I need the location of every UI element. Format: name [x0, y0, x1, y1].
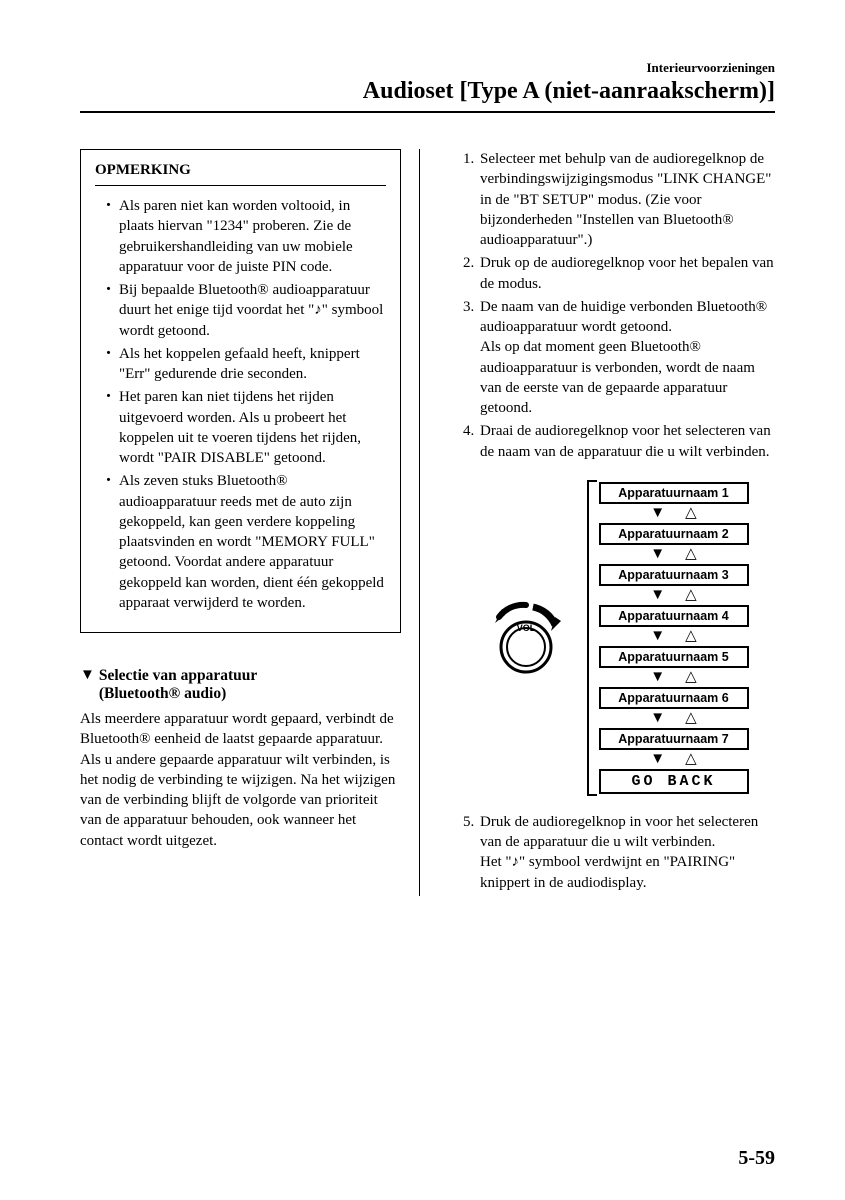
device-names-list: Apparatuurnaam 1 ▼△ Apparatuurnaam 2 ▼△ … [587, 480, 749, 796]
arrow-row: ▼△ [650, 752, 696, 767]
header-category: Interieurvoorzieningen [80, 60, 775, 76]
vol-label: VOL [516, 623, 535, 633]
subheading-text: Selectie van apparatuur (Bluetooth® audi… [99, 667, 257, 703]
steps-list: Selecteer met behulp van de audioregelkn… [454, 149, 775, 462]
arrow-row: ▼△ [650, 711, 696, 726]
notice-item: Bij bepaalde Bluetooth® audioapparatuur … [107, 280, 386, 341]
device-name-box: Apparatuurnaam 4 [599, 605, 749, 627]
arrow-up-icon: △ [685, 670, 697, 685]
arrow-down-icon: ▼ [650, 752, 665, 767]
notice-item: Als paren niet kan worden voltooid, in p… [107, 196, 386, 277]
arrow-up-icon: △ [685, 752, 697, 767]
section-subheading: ▼ Selectie van apparatuur (Bluetooth® au… [80, 667, 401, 703]
go-back-box: GO BACK [599, 769, 749, 794]
arrow-up-icon: △ [685, 711, 697, 726]
arrow-row: ▼△ [650, 629, 696, 644]
arrow-down-icon: ▼ [650, 547, 665, 562]
notice-item: Het paren kan niet tijdens het rijden ui… [107, 387, 386, 468]
notice-title: OPMERKING [95, 162, 386, 186]
page-number: 5-59 [738, 1147, 775, 1170]
step-item: Druk de audioregelknop in voor het selec… [478, 812, 775, 893]
left-paragraph: Als meerdere apparatuur wordt gepaard, v… [80, 709, 401, 851]
device-diagram: VOL Apparatuurnaam 1 ▼△ Apparatuurnaam 2… [454, 480, 775, 796]
knob-illustration: VOL [481, 593, 571, 683]
device-name-box: Apparatuurnaam 6 [599, 687, 749, 709]
device-name-box: Apparatuurnaam 3 [599, 564, 749, 586]
arrow-row: ▼△ [650, 588, 696, 603]
triangle-bullet-icon: ▼ [80, 667, 95, 684]
content-columns: OPMERKING Als paren niet kan worden volt… [80, 149, 775, 896]
arrow-down-icon: ▼ [650, 588, 665, 603]
header-rule [80, 111, 775, 113]
subheading-line1: Selectie van apparatuur [99, 667, 257, 684]
notice-item: Als het koppelen gefaald heeft, knippert… [107, 344, 386, 385]
left-column: OPMERKING Als paren niet kan worden volt… [80, 149, 420, 896]
arrow-down-icon: ▼ [650, 711, 665, 726]
header-title: Audioset [Type A (niet-aanraakscherm)] [80, 78, 775, 105]
step-item: Draai de audioregelknop voor het selecte… [478, 421, 775, 462]
arrow-row: ▼△ [650, 506, 696, 521]
right-column: Selecteer met behulp van de audioregelkn… [448, 149, 775, 896]
step-item: Druk op de audioregelknop voor het bepal… [478, 253, 775, 294]
notice-box: OPMERKING Als paren niet kan worden volt… [80, 149, 401, 633]
arrow-up-icon: △ [685, 506, 697, 521]
notice-item: Als zeven stuks Bluetooth® audioapparatu… [107, 471, 386, 613]
arrow-up-icon: △ [685, 547, 697, 562]
device-name-box: Apparatuurnaam 7 [599, 728, 749, 750]
device-name-box: Apparatuurnaam 1 [599, 482, 749, 504]
arrow-down-icon: ▼ [650, 506, 665, 521]
subheading-line2: (Bluetooth® audio) [99, 685, 226, 702]
step-item: Selecteer met behulp van de audioregelkn… [478, 149, 775, 250]
step-item: De naam van de huidige verbonden Bluetoo… [478, 297, 775, 419]
arrow-down-icon: ▼ [650, 629, 665, 644]
arrow-up-icon: △ [685, 629, 697, 644]
page-header: Interieurvoorzieningen Audioset [Type A … [80, 60, 775, 105]
volume-knob-icon: VOL [481, 593, 571, 683]
arrow-down-icon: ▼ [650, 670, 665, 685]
device-name-box: Apparatuurnaam 5 [599, 646, 749, 668]
notice-list: Als paren niet kan worden voltooid, in p… [95, 196, 386, 613]
arrow-up-icon: △ [685, 588, 697, 603]
arrow-row: ▼△ [650, 547, 696, 562]
arrow-row: ▼△ [650, 670, 696, 685]
device-name-box: Apparatuurnaam 2 [599, 523, 749, 545]
steps-list-after: Druk de audioregelknop in voor het selec… [454, 812, 775, 893]
